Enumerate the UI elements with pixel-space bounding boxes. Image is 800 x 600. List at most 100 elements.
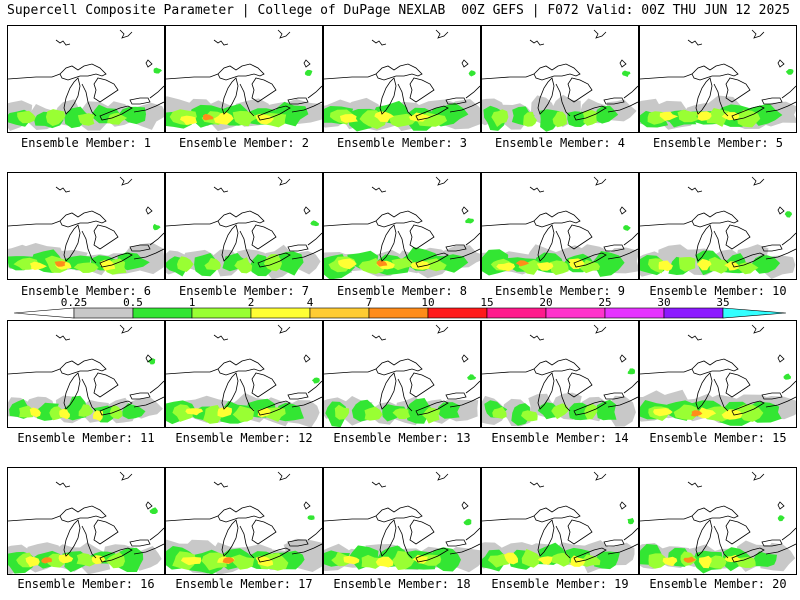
member-map [640, 471, 796, 574]
ensemble-member-caption: Ensemble Member: 5 [652, 136, 784, 150]
basemap-outline [713, 525, 729, 559]
basemap-outline [449, 396, 480, 408]
basemap-outline [251, 519, 277, 545]
basemap-outline [145, 206, 153, 215]
colorbar-tick-label: 15 [480, 296, 494, 309]
basemap-outline [781, 380, 796, 394]
basemap-outline [409, 77, 435, 103]
basemap-outline [303, 59, 311, 68]
basemap-outline [371, 186, 387, 193]
basemap-outline [761, 97, 783, 105]
basemap-outline [731, 547, 765, 563]
basemap-outline [213, 39, 229, 46]
basemap-outline [409, 519, 435, 545]
scp-contour-2 [180, 115, 198, 125]
scp-contour-0.5 [307, 515, 315, 520]
basemap-outline [375, 505, 423, 523]
basemap-outline [277, 471, 291, 481]
ensemble-member-caption: Ensemble Member: 17 [175, 577, 313, 591]
colorbar-bin [73, 307, 134, 319]
basemap-outline [482, 515, 535, 522]
ensemble-member-caption: Ensemble Member: 16 [17, 577, 155, 591]
basemap-outline [239, 378, 255, 412]
scp-contour-0.5 [147, 358, 156, 365]
member-map [8, 176, 164, 276]
basemap-outline [93, 224, 119, 250]
scp-contour-1 [705, 108, 730, 127]
basemap-outline [465, 232, 480, 246]
basemap-outline [324, 515, 377, 522]
basemap-outline [593, 29, 607, 39]
basemap-outline [687, 39, 703, 46]
basemap-outline [415, 252, 449, 268]
ensemble-member-caption: Ensemble Member: 4 [494, 136, 626, 150]
color-scale-legend [14, 307, 786, 319]
basemap-outline [465, 527, 480, 541]
scp-contour-0.5 [304, 69, 313, 76]
scp-contour-0.5 [153, 223, 161, 231]
scp-contour-2 [25, 556, 40, 568]
basemap-outline [529, 334, 545, 341]
basemap-outline [379, 372, 397, 410]
scp-contour-0.5 [311, 377, 320, 384]
member-map [166, 324, 322, 427]
colorbar-bin [191, 307, 252, 319]
basemap-outline [257, 547, 291, 563]
colorbar-tick-label: 30 [657, 296, 671, 309]
scp-contour-2 [408, 112, 431, 122]
scp-contour-7 [222, 557, 235, 564]
scp-contour-1 [109, 404, 123, 420]
basemap-outline [465, 85, 480, 99]
basemap-outline [251, 372, 277, 398]
basemap-outline [725, 77, 751, 103]
basemap-outline [751, 471, 765, 481]
basemap-outline [640, 515, 693, 522]
scp-contour-2 [185, 408, 204, 416]
scp-contour-1 [673, 404, 699, 420]
basemap-outline [435, 176, 449, 186]
basemap-outline [687, 481, 703, 488]
scp-contour-0.5 [310, 220, 320, 227]
scp-contour-2 [412, 554, 428, 564]
basemap-outline [731, 105, 765, 121]
basemap-outline [761, 244, 783, 252]
colorbar-overflow [722, 307, 786, 319]
basemap-outline [291, 396, 322, 408]
colorbar-bin [368, 307, 429, 319]
basemap-outline [725, 224, 751, 250]
basemap-outline [133, 248, 164, 260]
scp-contour-2 [659, 111, 679, 121]
scp-contour-1 [523, 111, 537, 127]
basemap-outline [166, 73, 219, 80]
scp-contour-1 [201, 552, 227, 571]
scp-contour-2 [217, 406, 232, 418]
scp-contour-2 [59, 409, 70, 420]
scp-contour-0.5 [750, 551, 777, 567]
basemap-outline [93, 372, 119, 398]
basemap-outline [623, 85, 638, 99]
scp-contour-1 [492, 406, 507, 419]
basemap-outline [435, 29, 449, 39]
scp-contour-2 [662, 556, 678, 567]
basemap-outline [8, 73, 61, 80]
basemap-outline [695, 519, 713, 557]
member-map [8, 29, 164, 131]
basemap-outline [397, 525, 413, 559]
basemap-outline [567, 224, 593, 250]
basemap-outline [533, 63, 581, 81]
colorbar-tick-label: 7 [365, 296, 373, 309]
basemap-outline [277, 29, 291, 39]
basemap-outline [217, 210, 265, 228]
basemap-outline [287, 392, 309, 400]
scp-contour-1 [678, 257, 696, 272]
scp-contour-2 [374, 111, 394, 122]
basemap-outline [8, 515, 61, 522]
scp-contour-1 [708, 256, 729, 274]
ensemble-member-panel [7, 25, 165, 133]
basemap-outline [777, 59, 785, 68]
basemap-outline [465, 380, 480, 394]
scp-contour-1 [491, 109, 509, 127]
basemap-outline [567, 519, 593, 545]
basemap-outline [119, 176, 133, 186]
colorbar-bin [545, 307, 606, 319]
